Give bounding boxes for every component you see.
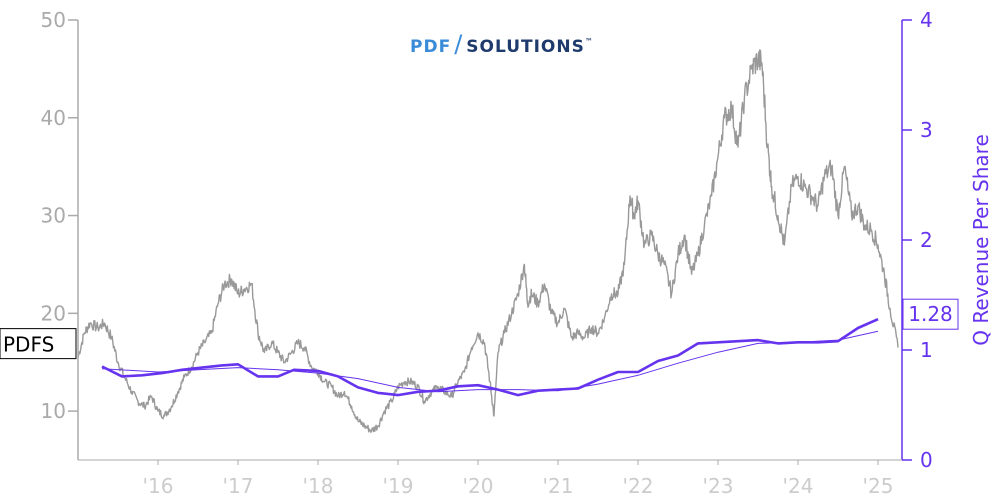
right-axis-tick-label: 3: [920, 118, 933, 142]
logo-solutions-text: SOLUTIONS: [466, 37, 585, 57]
right-axis-tick-label: 1: [920, 338, 933, 362]
left-axis-tick-label: 20: [41, 301, 66, 325]
x-axis-tick-label: '19: [383, 474, 414, 498]
left-axis-tick-label: 40: [41, 106, 66, 130]
ticker-label-box: [0, 328, 77, 360]
x-axis-tick-label: '24: [783, 474, 814, 498]
x-axis-tick-label: '25: [863, 474, 894, 498]
last-value-label-box: [902, 298, 959, 330]
svg-text:PDF/SOLUTIONS™: PDF / SOLUTIONS™: [410, 30, 594, 58]
x-axis-tick-label: '21: [543, 474, 574, 498]
logo-trademark: ™: [585, 37, 594, 46]
price-line: [77, 49, 899, 433]
x-axis-tick-label: '20: [463, 474, 494, 498]
ticker-label: PDFS: [3, 333, 54, 357]
right-axis-tick-label: 0: [920, 448, 933, 472]
right-axis-title: Q Revenue Per Share: [969, 134, 993, 346]
last-value-label: 1.28: [908, 302, 953, 326]
x-axis-tick-label: '23: [703, 474, 734, 498]
x-axis-tick-label: '16: [143, 474, 174, 498]
x-axis-tick-label: '22: [623, 474, 654, 498]
pdf-solutions-logo: PDF / SOLUTIONS™: [410, 30, 594, 58]
left-axis-tick-label: 50: [41, 8, 66, 32]
left-axis-tick-label: 30: [41, 204, 66, 228]
logo-slash: /: [454, 30, 463, 58]
x-axis-tick-label: '18: [303, 474, 334, 498]
left-axis-tick-label: 10: [41, 399, 66, 423]
revenue-line: [101, 318, 879, 397]
right-axis-tick-label: 2: [920, 228, 933, 252]
logo-pdf-text: PDF: [410, 37, 451, 57]
x-axis-tick-label: '17: [223, 474, 254, 498]
right-axis-tick-label: 4: [920, 8, 933, 32]
